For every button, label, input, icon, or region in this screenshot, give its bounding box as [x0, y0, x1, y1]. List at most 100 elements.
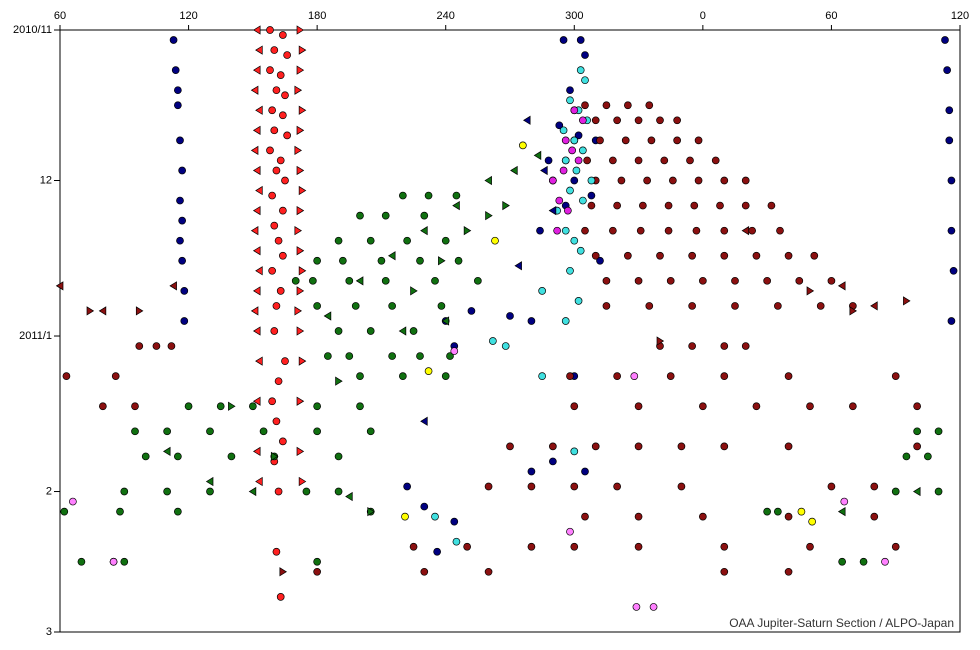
point-triangle: [398, 326, 407, 336]
point: [433, 547, 441, 556]
point: [572, 166, 581, 175]
point: [570, 447, 579, 456]
point: [634, 276, 643, 285]
point-triangle: [255, 185, 263, 196]
point: [947, 176, 956, 185]
point-triangle: [510, 165, 518, 176]
point: [266, 26, 274, 34]
y-tick-label: 12: [40, 174, 52, 186]
point: [249, 402, 257, 411]
point: [180, 287, 189, 295]
point: [345, 276, 354, 285]
point: [120, 487, 129, 496]
point: [566, 266, 574, 275]
point-triangle: [533, 150, 542, 161]
point: [891, 372, 900, 380]
point: [437, 302, 446, 310]
point: [591, 116, 600, 125]
point: [381, 211, 390, 220]
point: [431, 512, 439, 521]
point: [141, 452, 150, 461]
x-tick-label: 60: [54, 10, 66, 22]
point-triangle: [296, 25, 305, 35]
point: [664, 226, 673, 235]
point: [748, 226, 756, 235]
point: [276, 156, 285, 165]
point: [699, 402, 707, 411]
point: [617, 176, 626, 185]
point: [776, 226, 784, 235]
point: [596, 136, 604, 145]
point: [913, 442, 921, 451]
point: [947, 317, 956, 325]
point: [178, 256, 186, 265]
point: [313, 256, 321, 265]
point: [420, 211, 429, 220]
point: [270, 221, 279, 230]
point: [506, 442, 514, 451]
point: [339, 256, 347, 265]
point: [491, 236, 499, 245]
point: [741, 176, 750, 185]
point-triangle: [252, 246, 261, 256]
point: [720, 176, 729, 185]
point-triangle: [296, 246, 305, 256]
point-triangle: [522, 115, 531, 125]
point: [752, 251, 761, 260]
point-triangle: [296, 125, 305, 135]
point: [272, 417, 281, 426]
point: [694, 136, 703, 145]
point: [561, 136, 570, 145]
point-triangle: [420, 416, 428, 426]
point: [741, 342, 750, 350]
point: [669, 176, 677, 185]
point: [450, 517, 459, 526]
point: [570, 236, 579, 245]
point: [784, 567, 793, 576]
point: [784, 372, 793, 380]
x-tick-label: 120: [179, 10, 197, 22]
point: [784, 251, 793, 260]
point: [891, 487, 900, 496]
point: [313, 567, 321, 576]
point-triangle: [252, 65, 261, 75]
point: [176, 136, 184, 145]
point: [268, 266, 276, 275]
point-triangle: [298, 45, 307, 55]
point: [206, 487, 214, 496]
y-tick-label: 2: [46, 485, 52, 497]
point-triangle: [252, 446, 261, 457]
point: [266, 146, 274, 155]
point: [399, 191, 407, 200]
point: [690, 201, 699, 210]
point: [924, 452, 932, 461]
point: [351, 302, 360, 310]
point: [420, 567, 429, 576]
point: [774, 302, 782, 310]
point: [549, 442, 557, 451]
point: [579, 196, 587, 205]
point-triangle: [514, 261, 522, 271]
point: [366, 236, 375, 245]
point: [613, 116, 621, 125]
point: [484, 567, 493, 576]
x-tick-label: 300: [565, 10, 583, 22]
point-triangle: [296, 165, 305, 176]
point: [656, 116, 664, 125]
point: [272, 547, 281, 556]
point: [806, 542, 814, 551]
point: [806, 402, 814, 411]
point-triangle: [248, 486, 257, 497]
point: [602, 302, 611, 310]
point: [621, 136, 630, 145]
point-triangle: [252, 396, 261, 406]
point: [416, 256, 424, 265]
point-triangle: [548, 205, 557, 216]
point-triangle: [296, 286, 305, 296]
point: [630, 372, 639, 380]
y-tick-label: 3: [46, 626, 52, 638]
point: [609, 226, 617, 235]
point: [579, 146, 587, 155]
point: [345, 352, 354, 360]
point: [544, 156, 553, 165]
